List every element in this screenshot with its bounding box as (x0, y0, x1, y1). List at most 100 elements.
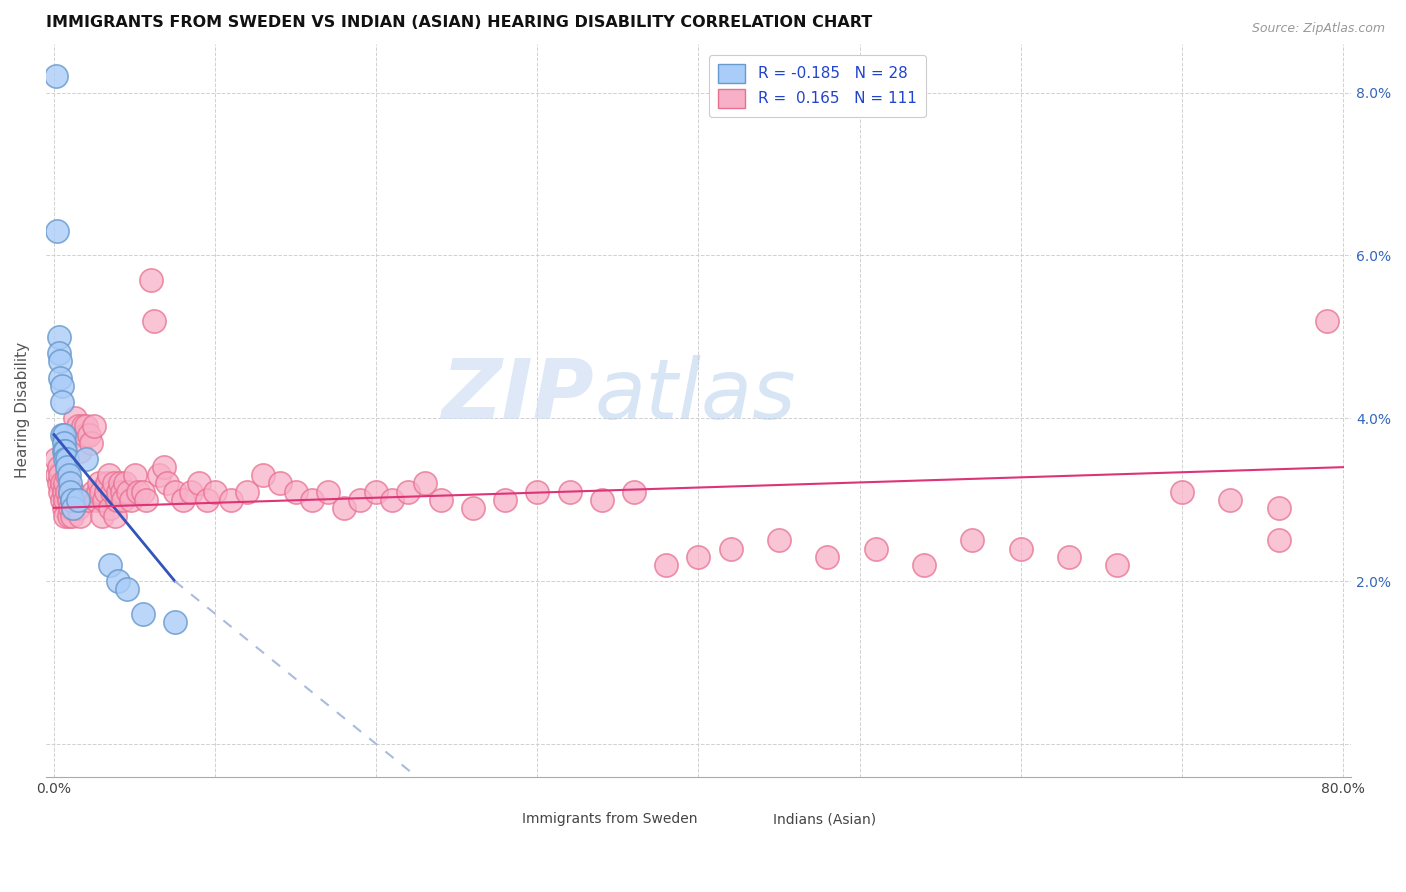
Point (62, 500, 84, 515)
Text: atlas: atlas (595, 355, 796, 436)
Point (398, 484, 420, 499)
FancyBboxPatch shape (484, 809, 516, 830)
Point (49, 370, 72, 384)
Y-axis label: Hearing Disability: Hearing Disability (15, 343, 30, 478)
Point (60, 492, 83, 507)
Point (108, 476, 131, 491)
Point (148, 468, 170, 483)
Point (53, 452, 76, 467)
Point (720, 541, 742, 556)
Point (76, 492, 98, 507)
Point (558, 484, 581, 499)
Point (59, 500, 82, 515)
Point (103, 476, 125, 491)
Point (48, 460, 70, 475)
Point (591, 492, 613, 507)
Point (195, 492, 218, 507)
Point (52, 427, 75, 442)
Point (139, 273, 162, 287)
Point (53, 509, 76, 524)
Point (142, 313, 165, 327)
Point (120, 492, 142, 507)
Point (1267, 533, 1289, 548)
Point (204, 484, 226, 499)
Point (83, 419, 105, 434)
Point (46, 224, 69, 238)
Point (60, 509, 83, 524)
Point (48, 330, 70, 344)
Point (52, 484, 75, 499)
Text: ZIP: ZIP (441, 355, 595, 436)
Point (89, 476, 111, 491)
Point (655, 558, 678, 572)
Point (48, 346, 70, 360)
Point (1316, 313, 1339, 327)
Point (52, 500, 75, 515)
Point (59, 484, 82, 499)
Point (413, 476, 436, 491)
Point (526, 484, 548, 499)
Point (962, 533, 984, 548)
Point (75, 452, 97, 467)
Point (52, 435, 75, 450)
Point (623, 484, 645, 499)
Point (56, 452, 79, 467)
Point (461, 500, 484, 515)
Point (172, 492, 194, 507)
Point (53, 492, 76, 507)
Point (252, 468, 274, 483)
Point (58, 468, 80, 483)
FancyBboxPatch shape (731, 809, 763, 830)
Point (152, 460, 174, 475)
Point (51, 427, 73, 442)
Point (316, 484, 339, 499)
Point (45, 69, 67, 83)
Point (56, 484, 79, 499)
Point (56, 460, 79, 475)
Point (86, 484, 108, 499)
Point (93, 492, 115, 507)
Point (51, 476, 73, 491)
Point (111, 484, 134, 499)
Point (1219, 492, 1241, 507)
Point (48, 476, 70, 491)
Point (815, 549, 838, 564)
Point (1057, 549, 1080, 564)
Point (51, 395, 73, 409)
Point (62, 484, 84, 499)
Point (75, 419, 97, 434)
Point (67, 492, 90, 507)
Point (96, 476, 118, 491)
Point (865, 541, 887, 556)
Point (269, 476, 291, 491)
Point (912, 558, 935, 572)
Point (46, 468, 69, 483)
Point (101, 484, 124, 499)
Point (63, 411, 86, 425)
Point (381, 492, 404, 507)
Point (127, 484, 149, 499)
Point (69, 443, 91, 458)
Point (124, 468, 146, 483)
Point (51, 492, 73, 507)
Point (84, 492, 107, 507)
Point (494, 492, 516, 507)
Point (51, 378, 73, 392)
Point (60, 492, 83, 507)
Point (117, 484, 139, 499)
Point (366, 484, 388, 499)
Point (135, 492, 157, 507)
Legend: R = -0.185   N = 28, R =  0.165   N = 111: R = -0.185 N = 28, R = 0.165 N = 111 (709, 55, 925, 117)
Point (180, 484, 202, 499)
Point (284, 484, 307, 499)
Point (107, 574, 129, 589)
Point (45, 452, 67, 467)
Point (49, 484, 72, 499)
Point (156, 476, 179, 491)
Point (69, 509, 91, 524)
Point (107, 484, 129, 499)
Point (63, 427, 86, 442)
Text: Immigrants from Sweden: Immigrants from Sweden (522, 812, 697, 826)
Point (73, 427, 96, 442)
Point (72, 419, 94, 434)
